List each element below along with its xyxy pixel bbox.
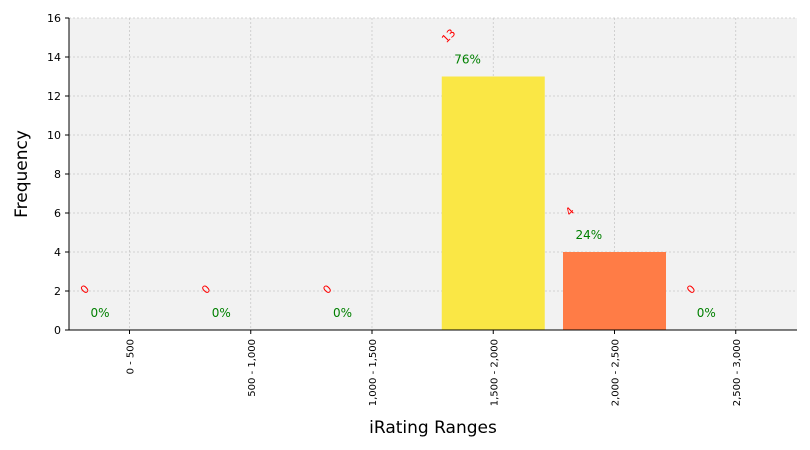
y-tick-label: 2 bbox=[54, 285, 61, 298]
percent-label: 0% bbox=[91, 306, 110, 320]
percent-label: 0% bbox=[697, 306, 716, 320]
x-ticks: 0 - 500 500 - 1,000 1,000 - 1,500 1,500 - 2… bbox=[126, 330, 743, 406]
x-tick-label: 500 - 1,000 bbox=[247, 339, 258, 397]
x-tick-label: 1,000 - 1,500 bbox=[368, 339, 379, 406]
percent-label: 24% bbox=[576, 228, 603, 242]
y-tick-label: 8 bbox=[54, 168, 61, 181]
x-tick-label: 0 - 500 bbox=[126, 339, 137, 374]
y-ticks: 0 2 4 6 8 10 12 14 16 bbox=[47, 12, 69, 337]
percent-label: 76% bbox=[454, 53, 481, 67]
y-tick-label: 16 bbox=[47, 12, 61, 25]
x-axis-title: iRating Ranges bbox=[369, 418, 497, 438]
y-tick-label: 0 bbox=[54, 324, 61, 337]
bar bbox=[441, 76, 545, 330]
y-axis-title: Frequency bbox=[12, 130, 32, 218]
y-tick-label: 4 bbox=[54, 246, 61, 259]
percent-label: 0% bbox=[212, 306, 231, 320]
bar bbox=[563, 252, 666, 330]
x-tick-label: 2,000 - 2,500 bbox=[611, 339, 622, 406]
percent-label: 0% bbox=[333, 306, 352, 320]
x-tick-label: 2,500 - 3,000 bbox=[732, 339, 743, 406]
x-tick-label: 1,500 - 2,000 bbox=[489, 339, 500, 406]
y-tick-label: 12 bbox=[47, 90, 61, 103]
y-tick-label: 14 bbox=[47, 51, 61, 64]
bars bbox=[441, 76, 666, 330]
y-tick-label: 6 bbox=[54, 207, 61, 220]
y-tick-label: 10 bbox=[47, 129, 61, 142]
